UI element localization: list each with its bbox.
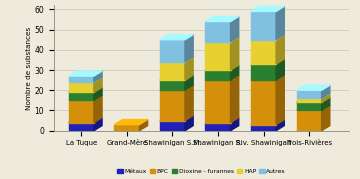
Legend: Métaux, BPC, Dioxine - furannes, HAP, Autres: Métaux, BPC, Dioxine - furannes, HAP, Au… xyxy=(115,166,288,176)
Polygon shape xyxy=(206,21,230,42)
Polygon shape xyxy=(185,115,193,131)
Polygon shape xyxy=(276,120,284,131)
Polygon shape xyxy=(321,105,330,131)
Polygon shape xyxy=(297,85,330,90)
Polygon shape xyxy=(185,75,193,90)
Polygon shape xyxy=(185,57,193,80)
Polygon shape xyxy=(251,35,284,40)
Polygon shape xyxy=(160,62,185,80)
Polygon shape xyxy=(276,6,284,40)
Polygon shape xyxy=(206,70,230,80)
Polygon shape xyxy=(69,71,102,76)
Polygon shape xyxy=(94,95,102,123)
Polygon shape xyxy=(69,87,102,92)
Polygon shape xyxy=(139,120,148,131)
Polygon shape xyxy=(297,93,330,98)
Y-axis label: Nombre de substances: Nombre de substances xyxy=(26,26,32,110)
Polygon shape xyxy=(185,35,193,62)
Polygon shape xyxy=(251,59,284,64)
Polygon shape xyxy=(321,85,330,98)
Polygon shape xyxy=(94,87,102,100)
Polygon shape xyxy=(251,11,276,40)
Polygon shape xyxy=(206,42,230,70)
Polygon shape xyxy=(69,76,94,82)
Polygon shape xyxy=(69,92,94,100)
Polygon shape xyxy=(69,77,102,82)
Polygon shape xyxy=(251,64,276,80)
Polygon shape xyxy=(276,59,284,80)
Polygon shape xyxy=(185,85,193,121)
Polygon shape xyxy=(94,118,102,131)
Polygon shape xyxy=(206,123,230,131)
Polygon shape xyxy=(276,35,284,64)
Polygon shape xyxy=(160,80,185,90)
Polygon shape xyxy=(251,40,276,64)
Polygon shape xyxy=(230,65,239,80)
Polygon shape xyxy=(160,115,193,121)
Polygon shape xyxy=(160,57,193,62)
Polygon shape xyxy=(206,80,230,123)
Polygon shape xyxy=(160,85,193,90)
Polygon shape xyxy=(297,105,330,110)
Polygon shape xyxy=(206,75,239,80)
Polygon shape xyxy=(251,75,284,80)
Polygon shape xyxy=(69,100,94,123)
Polygon shape xyxy=(160,90,185,121)
Polygon shape xyxy=(206,37,239,42)
Polygon shape xyxy=(297,90,321,98)
Polygon shape xyxy=(276,75,284,125)
Polygon shape xyxy=(321,93,330,102)
Polygon shape xyxy=(230,16,239,42)
Polygon shape xyxy=(251,125,276,131)
Polygon shape xyxy=(297,98,321,102)
Polygon shape xyxy=(297,110,321,131)
Polygon shape xyxy=(321,97,330,110)
Polygon shape xyxy=(160,40,185,62)
Polygon shape xyxy=(297,97,330,102)
Polygon shape xyxy=(251,120,284,125)
Polygon shape xyxy=(206,65,239,70)
Polygon shape xyxy=(69,95,102,100)
Polygon shape xyxy=(160,35,193,40)
Polygon shape xyxy=(114,125,139,131)
Polygon shape xyxy=(69,118,102,123)
Polygon shape xyxy=(251,80,276,125)
Polygon shape xyxy=(114,120,148,125)
Polygon shape xyxy=(206,118,239,123)
Polygon shape xyxy=(230,118,239,131)
Polygon shape xyxy=(160,121,185,131)
Polygon shape xyxy=(69,123,94,131)
Polygon shape xyxy=(206,16,239,21)
Polygon shape xyxy=(230,37,239,70)
Polygon shape xyxy=(230,75,239,123)
Polygon shape xyxy=(69,82,94,92)
Polygon shape xyxy=(251,6,284,11)
Polygon shape xyxy=(94,71,102,82)
Polygon shape xyxy=(160,75,193,80)
Polygon shape xyxy=(297,102,321,110)
Polygon shape xyxy=(94,77,102,92)
